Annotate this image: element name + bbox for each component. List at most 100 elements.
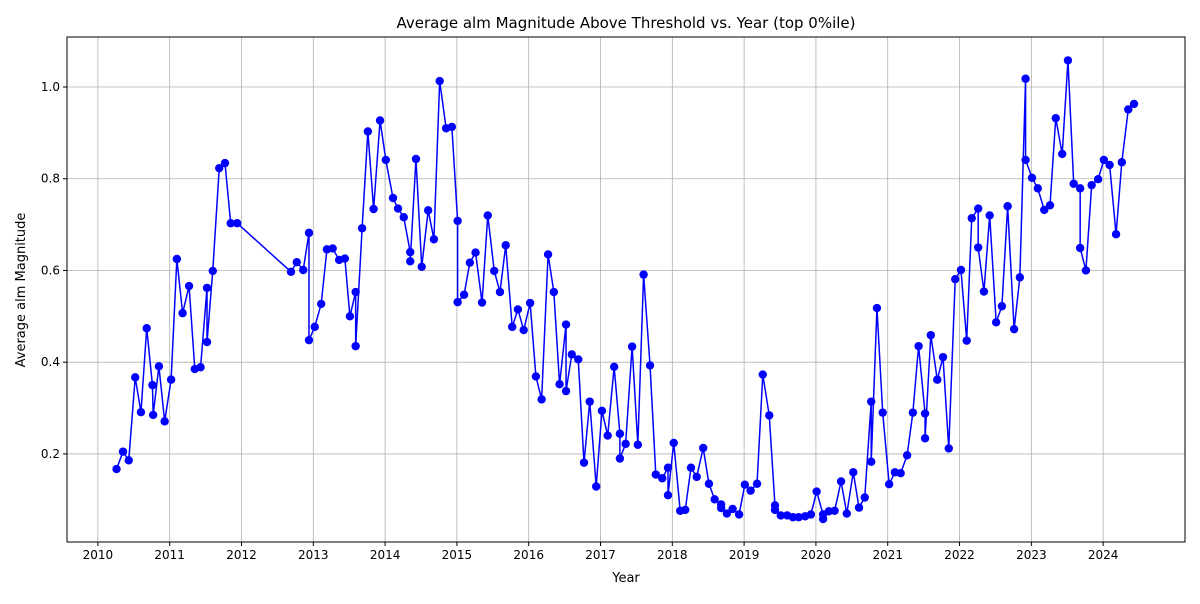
data-point: [1124, 105, 1133, 114]
x-tick-label: 2020: [801, 548, 832, 562]
data-point: [561, 386, 571, 396]
y-tick-label: 0.8: [41, 172, 60, 186]
data-point: [525, 298, 535, 308]
data-point: [232, 219, 242, 228]
data-point: [406, 257, 415, 266]
data-point: [698, 443, 708, 453]
data-point: [902, 451, 912, 460]
data-point: [453, 216, 462, 226]
data-point: [465, 258, 475, 267]
data-point: [1087, 180, 1096, 190]
data-point: [1009, 324, 1019, 334]
data-point: [429, 235, 439, 244]
x-tick-label: 2024: [1088, 548, 1119, 562]
data-point: [908, 408, 918, 417]
plot-frame: [66, 36, 1186, 543]
data-point: [758, 370, 767, 379]
data-point: [567, 350, 576, 359]
data-point: [399, 213, 408, 222]
data-point: [406, 247, 415, 257]
x-tick-label: 2011: [154, 548, 185, 562]
y-axis-label: Average alm Magnitude: [14, 213, 29, 368]
data-point: [615, 454, 625, 463]
y-tick-label: 0.4: [41, 355, 60, 369]
x-tick-label: 2014: [370, 548, 401, 562]
data-point: [979, 287, 989, 296]
data-point: [860, 493, 869, 502]
data-point: [609, 362, 619, 371]
data-point: [453, 297, 462, 307]
data-point: [818, 514, 828, 524]
data-point: [1015, 273, 1025, 282]
data-point: [734, 510, 744, 519]
data-point: [974, 204, 983, 213]
data-point: [477, 298, 487, 307]
data-point: [681, 505, 690, 515]
data-point: [490, 266, 499, 276]
data-point: [663, 491, 673, 500]
data-point: [561, 320, 571, 329]
data-point: [316, 299, 326, 309]
data-point: [1081, 266, 1091, 275]
data-point: [1027, 173, 1037, 183]
data-point: [974, 243, 983, 252]
data-point: [375, 116, 385, 125]
data-point: [543, 250, 553, 259]
data-point: [991, 318, 1001, 327]
data-point: [215, 163, 224, 173]
y-tick-label: 1.0: [41, 80, 60, 94]
data-point: [920, 409, 930, 418]
data-point: [112, 464, 121, 474]
data-point: [585, 397, 594, 406]
data-point: [1069, 179, 1078, 188]
data-point: [513, 305, 523, 314]
data-point: [202, 283, 212, 293]
data-point: [292, 258, 301, 267]
data-point: [304, 228, 314, 238]
data-point: [1129, 99, 1139, 109]
data-point: [555, 380, 564, 389]
data-point: [483, 211, 492, 220]
data-point: [357, 224, 367, 233]
data-point: [842, 509, 851, 518]
data-point: [345, 312, 355, 321]
data-point: [579, 458, 589, 467]
data-point: [148, 410, 158, 420]
data-point: [867, 397, 876, 406]
data-point: [381, 155, 391, 165]
data-point: [704, 479, 714, 488]
data-point: [920, 434, 930, 443]
y-tick-label: 0.2: [41, 447, 60, 461]
data-point: [728, 504, 737, 514]
data-point: [166, 375, 176, 384]
x-tick-label: 2010: [83, 548, 114, 562]
data-point: [812, 487, 821, 496]
data-point: [794, 513, 803, 522]
data-point: [878, 408, 887, 417]
x-axis-label: Year: [611, 571, 640, 586]
data-point: [830, 506, 839, 516]
data-point: [914, 341, 923, 351]
data-point: [471, 248, 480, 257]
x-tick-label: 2023: [1016, 548, 1047, 562]
data-point: [1105, 160, 1114, 170]
data-point: [806, 510, 816, 519]
data-point: [142, 324, 151, 333]
data-point: [722, 509, 732, 518]
data-point: [184, 281, 194, 291]
data-point: [1003, 202, 1012, 211]
data-point: [423, 206, 433, 215]
data-point: [938, 352, 948, 362]
data-point: [507, 322, 517, 332]
data-point: [967, 213, 976, 223]
data-point: [770, 505, 780, 515]
data-point: [776, 511, 785, 520]
data-point: [172, 254, 182, 264]
x-tick-label: 2022: [944, 548, 975, 562]
data-point: [926, 330, 936, 340]
x-tick-label: 2012: [226, 548, 257, 562]
data-point: [220, 158, 230, 168]
data-point: [148, 380, 157, 390]
data-point: [351, 341, 360, 351]
